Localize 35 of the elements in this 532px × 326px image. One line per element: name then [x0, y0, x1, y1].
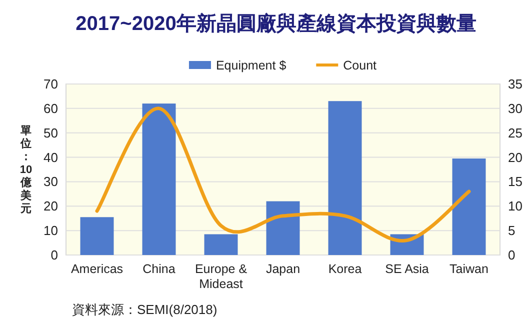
source-note: 資料來源：SEMI(8/2018) — [72, 302, 218, 317]
y2-tick-label: 0 — [508, 248, 516, 262]
y-tick-label: 50 — [44, 125, 58, 140]
bar — [80, 217, 114, 255]
legend-label: Equipment $ — [216, 58, 286, 72]
y2-tick-label: 10 — [508, 198, 522, 214]
y-tick-label: 70 — [44, 76, 58, 92]
x-tick-label: China — [142, 262, 176, 276]
chart-title: 2017~2020年新晶圓廠與產線資本投資與數量 — [76, 12, 476, 35]
line-series — [95, 106, 471, 242]
y-tick-label: 60 — [44, 100, 58, 116]
x-tick-label: Korea — [328, 262, 362, 276]
y2-tick-label: 25 — [508, 125, 522, 140]
y2-tick-label: 35 — [508, 76, 522, 92]
y2-tick-label: 30 — [508, 100, 522, 116]
y2-tick-label: 5 — [508, 223, 516, 238]
x-tick-label: SE Asia — [385, 262, 429, 276]
y-tick-label: 20 — [44, 198, 58, 214]
y-tick-label: 30 — [44, 174, 58, 190]
bar — [142, 104, 176, 255]
bar — [328, 101, 362, 255]
y-tick-label: 10 — [44, 223, 58, 238]
y-axis-title: 單位：10億美元 — [20, 125, 32, 215]
y2-tick-label: 15 — [508, 174, 522, 190]
bar — [204, 234, 238, 255]
x-tick-label: Taiwan — [450, 262, 488, 276]
bar — [452, 158, 486, 255]
legend-label: Count — [343, 58, 378, 72]
x-tick-label: Japan — [266, 262, 300, 276]
y2-tick-label: 20 — [508, 150, 522, 165]
x-tick-label: Europe & Mideast — [194, 262, 248, 291]
y-tick-label: 0 — [50, 248, 58, 262]
x-tick-label: Americas — [70, 262, 124, 276]
bar — [266, 201, 300, 255]
y-tick-label: 40 — [44, 150, 58, 165]
